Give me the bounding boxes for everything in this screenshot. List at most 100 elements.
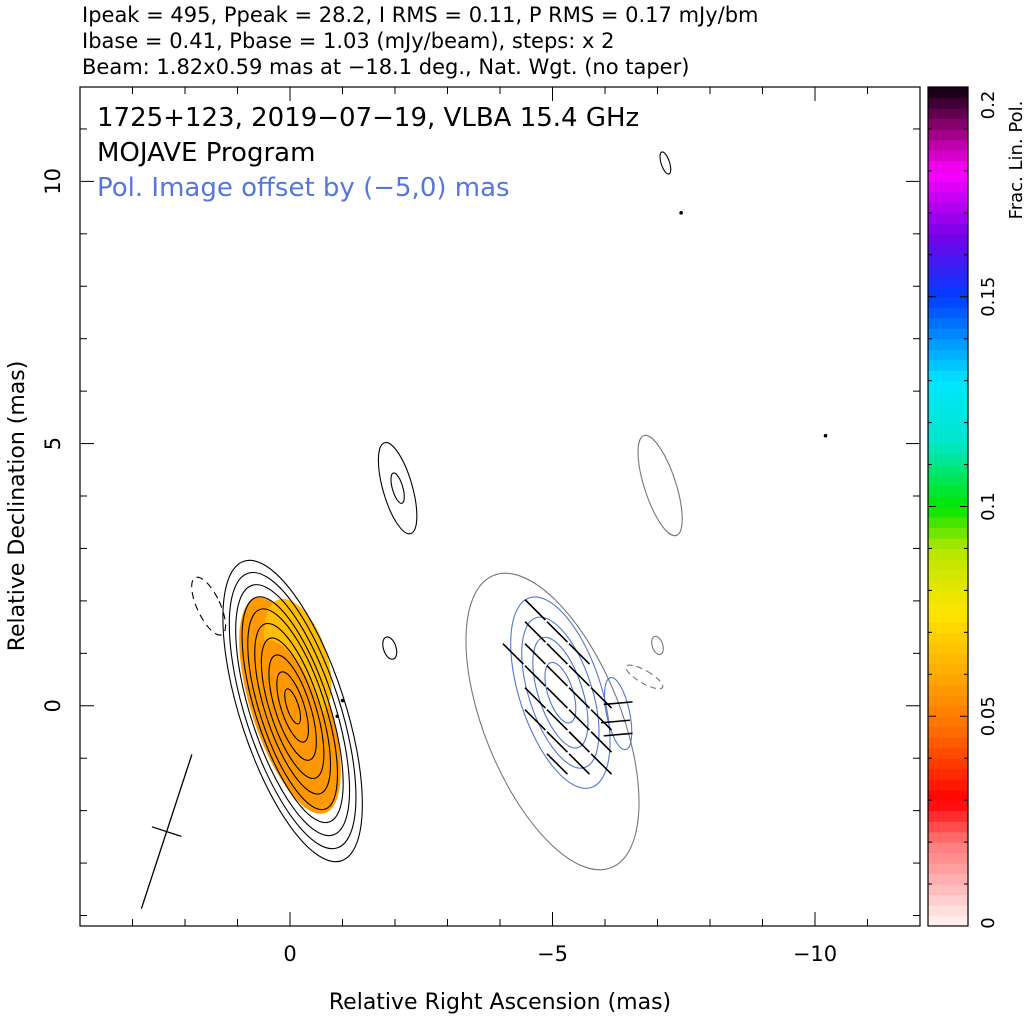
colorbar-swatch	[928, 621, 968, 633]
colorbar-swatch	[928, 737, 968, 749]
colorbar-swatch	[928, 149, 968, 162]
contour-dot	[340, 698, 345, 703]
header-line-2: Ibase = 0.41, Pbase = 1.03 (mJy/beam), s…	[82, 29, 614, 53]
evpa-tick	[524, 643, 546, 665]
colorbar-swatch	[928, 296, 968, 308]
colorbar-swatch	[928, 107, 968, 120]
polarized-intensity-contour	[532, 636, 589, 749]
colorbar-swatch	[928, 433, 968, 445]
stokes-i-contour	[254, 622, 332, 795]
evpa-tick	[502, 643, 524, 665]
colorbar-swatch	[928, 349, 968, 361]
colorbar-swatch	[928, 905, 968, 917]
evpa-tick	[601, 719, 630, 724]
evpa-tick	[546, 665, 568, 687]
colorbar-swatch	[928, 275, 968, 287]
colorbar-swatch	[928, 747, 968, 759]
polarized-intensity-contour	[510, 596, 611, 789]
colorbar-swatch	[928, 412, 968, 424]
evpa-tick	[568, 643, 591, 665]
evpa-tick	[568, 709, 591, 731]
header-line-1: Ipeak = 495, Ppeak = 28.2, I RMS = 0.11,…	[82, 3, 759, 27]
colorbar-label: Frac. Lin. Pol.	[1006, 101, 1027, 220]
contour-dot	[335, 714, 340, 719]
colorbar-swatch	[928, 674, 968, 686]
colorbar-swatch	[928, 548, 968, 560]
stokes-i-contour	[222, 559, 363, 863]
colorbar-swatch	[928, 496, 968, 508]
colorbar-swatch	[928, 726, 968, 738]
colorbar-tick-label: 0.2	[978, 91, 999, 120]
colorbar-swatch	[928, 485, 968, 497]
colorbar-swatch	[928, 380, 968, 392]
axis-ticks	[80, 87, 920, 926]
axis-tick-labels: 0 −5 −10 0 5 10	[41, 168, 837, 966]
jet-component-contour	[390, 472, 405, 504]
colorbar-swatch	[928, 779, 968, 791]
colorbar-swatch	[928, 569, 968, 581]
polarized-intensity-contour	[603, 677, 633, 751]
colorbar-swatch	[928, 170, 968, 182]
stokes-i-contour	[268, 654, 317, 761]
colorbar-swatch	[928, 181, 968, 193]
colorbar-swatch	[928, 611, 968, 623]
pol-image-i-outline	[465, 572, 640, 871]
plot-frame	[79, 86, 921, 927]
polarized-intensity-contour	[544, 661, 577, 724]
colorbar-swatch	[928, 863, 968, 875]
beam-minor-axis	[151, 826, 182, 838]
plot-area	[140, 151, 828, 909]
colorbar-swatch	[928, 244, 968, 256]
evpa-tick	[603, 732, 633, 737]
colorbar-swatch	[928, 527, 968, 539]
colorbar-swatch	[928, 800, 968, 812]
stokes-i-contour	[235, 584, 351, 837]
colorbar-swatch	[928, 915, 968, 927]
evpa-tick	[568, 731, 591, 753]
evpa-tick	[546, 621, 568, 643]
colorbar-swatch	[928, 516, 968, 529]
colorbar-swatch	[928, 810, 968, 822]
colorbar-swatch	[928, 401, 968, 413]
y-axis-label: Relative Declination (mas)	[5, 361, 30, 652]
colorbar-swatch	[928, 506, 968, 518]
evpa-tick	[603, 701, 633, 706]
colorbar-swatch	[928, 307, 968, 319]
stokes-i-contour	[228, 571, 357, 850]
colorbar-swatch	[928, 97, 968, 109]
colorbar-tick-label: 0.05	[978, 696, 999, 736]
evpa-tick	[590, 753, 613, 775]
colorbar-swatch	[928, 821, 968, 833]
y-tick-label: 10	[41, 168, 65, 195]
evpa-tick	[546, 687, 568, 709]
colorbar-swatch	[928, 265, 968, 277]
colorbar-swatch	[928, 558, 968, 571]
evpa-tick	[524, 687, 546, 709]
y-tick-label: 5	[41, 437, 65, 450]
colorbar-swatch	[928, 768, 968, 780]
jet-component-contour	[377, 441, 418, 535]
evpa-tick	[546, 643, 568, 665]
colorbar-swatch	[928, 789, 968, 801]
evpa-tick	[568, 687, 591, 709]
colorbar-swatch	[928, 359, 968, 371]
colorbar-swatch	[928, 328, 968, 340]
evpa-tick	[524, 709, 546, 731]
polarized-intensity-contour	[521, 616, 600, 769]
header-line-3: Beam: 1.82x0.59 mas at −18.1 deg., Nat. …	[82, 55, 689, 79]
evpa-tick	[524, 621, 546, 643]
colorbar-swatch	[928, 191, 968, 203]
evpa-tick	[524, 599, 546, 621]
contour-dot	[823, 433, 828, 438]
colorbar-swatch	[928, 443, 968, 455]
colorbar-swatch	[928, 579, 968, 591]
colorbar-swatch	[928, 223, 968, 235]
colorbar-swatch	[928, 338, 968, 350]
colorbar-swatch	[928, 590, 968, 602]
evpa-tick	[568, 753, 591, 775]
x-axis-label: Relative Right Ascension (mas)	[329, 990, 671, 1015]
colorbar-swatch	[928, 286, 968, 298]
colorbar-swatch	[928, 233, 968, 245]
colorbar-swatch	[928, 632, 968, 644]
colorbar-swatch	[928, 695, 968, 707]
